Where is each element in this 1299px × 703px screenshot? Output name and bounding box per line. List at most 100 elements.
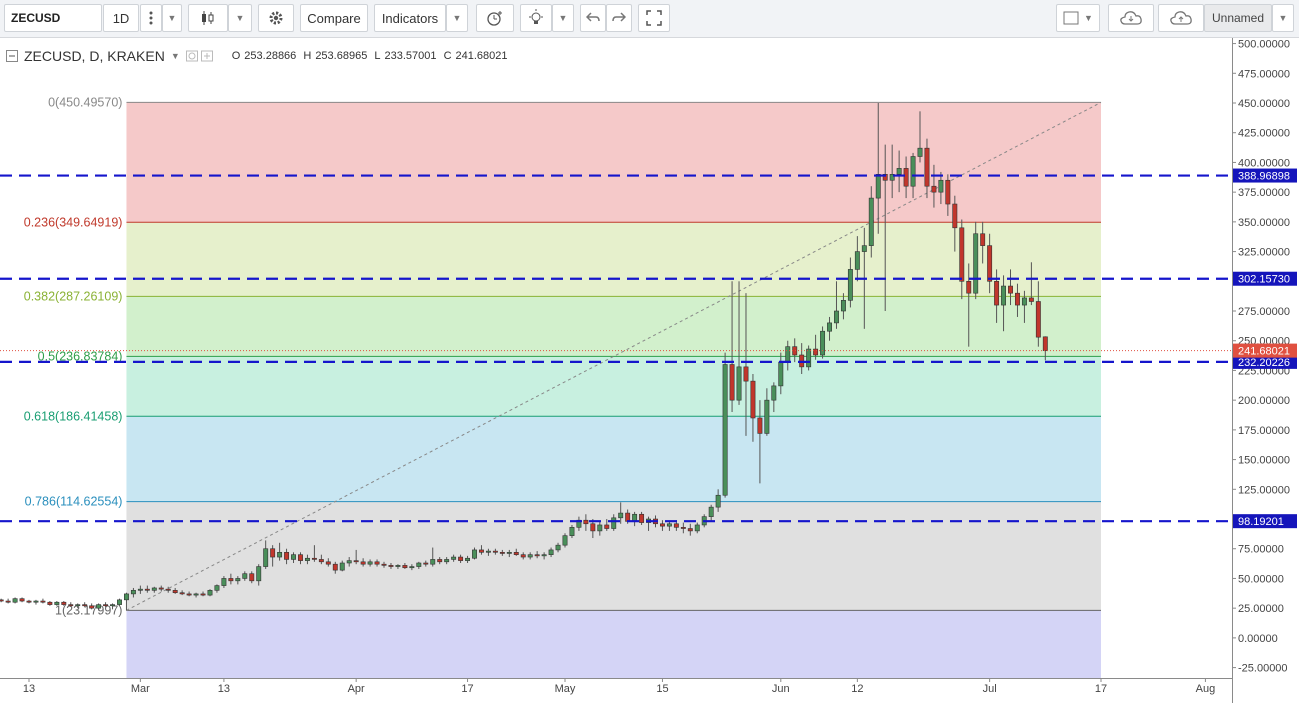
y-tick-label: 500.00000 <box>1238 39 1290 51</box>
candle-body <box>910 156 916 187</box>
ideas-dropdown-icon[interactable]: ▼ <box>552 4 574 32</box>
collapse-legend-icon[interactable] <box>6 50 18 62</box>
candle-body <box>40 600 46 603</box>
candle-body <box>827 322 832 332</box>
chart-area[interactable]: 0(450.49570) 0.236(349.64919) 0.382(287.26… <box>0 38 1299 703</box>
legend-actions-icon[interactable] <box>185 50 216 62</box>
candle-body <box>1042 336 1048 351</box>
layout-name-button[interactable]: Unnamed <box>1204 4 1272 32</box>
candles-style-icon[interactable] <box>188 4 228 32</box>
level-price-tag <box>1233 271 1297 286</box>
more-intervals-icon[interactable] <box>140 4 162 32</box>
x-tick-label: 17 <box>1095 683 1107 695</box>
candle-body <box>639 513 645 523</box>
candle-body <box>186 593 192 596</box>
cloud-save-icon[interactable] <box>1158 4 1204 32</box>
candle-body <box>284 551 290 560</box>
candle-body <box>26 600 32 603</box>
candle-body <box>144 588 150 591</box>
candle-body <box>1008 285 1013 294</box>
candle-body <box>270 548 276 558</box>
candle-body <box>395 565 401 567</box>
x-tick-label: 13 <box>218 683 230 695</box>
candle-body <box>54 601 60 605</box>
candle-body <box>367 561 373 565</box>
candle-body <box>903 168 909 187</box>
candle-body <box>117 599 122 605</box>
candle-body <box>228 578 234 582</box>
candle-body <box>485 550 491 553</box>
x-tick-label: 17 <box>461 683 473 695</box>
symbol-title-chevron-icon[interactable]: ▼ <box>170 51 180 61</box>
chart-style-dropdown-icon[interactable]: ▼ <box>228 4 252 32</box>
interval-button[interactable]: 1D <box>103 4 139 32</box>
x-tick-label: Jun <box>772 683 790 695</box>
y-tick-label: 175.00000 <box>1238 425 1290 437</box>
candle-body <box>889 174 895 181</box>
candle-body <box>353 560 359 563</box>
x-tick-label: Aug <box>1196 683 1216 695</box>
close-value: 241.68021 <box>455 50 508 62</box>
candle-body <box>465 557 471 561</box>
level-price-tag <box>1233 514 1297 529</box>
candle-body <box>757 417 763 434</box>
fib-zone <box>126 610 1102 678</box>
candlestick-chart[interactable]: 0(450.49570) 0.236(349.64919) 0.382(287.26… <box>0 38 1299 703</box>
candle-body <box>715 494 721 508</box>
y-tick-label: -25.00000 <box>1238 663 1288 675</box>
candle-body <box>123 593 129 601</box>
top-toolbar: ZECUSD 1D ▼ ▼ Compare Indicators ▼ ▼ ▼ U… <box>0 0 1299 38</box>
candle-body <box>931 185 937 193</box>
symbol-search-input[interactable]: ZECUSD <box>4 4 102 32</box>
candle-body <box>311 557 317 560</box>
candle-body <box>534 554 540 557</box>
candle-body <box>980 233 986 246</box>
compare-button[interactable]: Compare <box>300 4 368 32</box>
candle-body <box>82 604 88 607</box>
redo-icon[interactable] <box>606 4 632 32</box>
fib-level-label: 0.236(349.64919) <box>24 215 123 229</box>
candle-body <box>165 588 171 591</box>
fullscreen-icon[interactable] <box>638 4 670 32</box>
candle-body <box>548 549 554 555</box>
candle-body <box>541 554 547 557</box>
candle-body <box>68 604 74 607</box>
candle-body <box>868 197 874 246</box>
candle-body <box>12 598 18 603</box>
candle-body <box>1015 292 1020 306</box>
undo-icon[interactable] <box>580 4 606 32</box>
candle-body <box>423 562 429 565</box>
last-price-tag-label: 241.68021 <box>1238 346 1290 358</box>
candle-body <box>298 554 303 561</box>
interval-dropdown-icon[interactable]: ▼ <box>162 4 182 32</box>
cloud-load-icon[interactable] <box>1108 4 1154 32</box>
settings-gear-icon[interactable] <box>258 4 294 32</box>
candle-body <box>61 601 67 605</box>
candle-body <box>172 590 178 594</box>
layout-select-icon[interactable]: ▼ <box>1056 4 1100 32</box>
open-value: 253.28866 <box>244 50 297 62</box>
high-value: 253.68965 <box>315 50 368 62</box>
y-tick-label: 350.00000 <box>1238 217 1290 229</box>
candle-body <box>110 604 115 607</box>
x-tick-label: 12 <box>851 683 863 695</box>
candle-body <box>778 361 784 387</box>
layout-dropdown-icon[interactable]: ▼ <box>1272 4 1294 32</box>
x-tick-label: 13 <box>23 683 35 695</box>
indicators-dropdown-icon[interactable]: ▼ <box>446 4 468 32</box>
indicators-button[interactable]: Indicators <box>374 4 446 32</box>
alert-clock-icon[interactable] <box>476 4 514 32</box>
candle-body <box>214 585 220 591</box>
last-price-tag <box>1233 343 1297 358</box>
candle-body <box>813 348 819 356</box>
candle-body <box>750 380 756 419</box>
candle-body <box>256 566 262 582</box>
candle-body <box>263 548 269 567</box>
ideas-lightbulb-icon[interactable] <box>520 4 552 32</box>
candle-body <box>479 549 484 553</box>
y-tick-label: 150.00000 <box>1238 455 1290 467</box>
level-price-tag-label: 98.19201 <box>1238 516 1284 528</box>
candle-body <box>1021 297 1027 306</box>
y-tick-label: 0.00000 <box>1238 633 1278 645</box>
fib-level-label: 0.786(114.62554) <box>25 495 123 509</box>
